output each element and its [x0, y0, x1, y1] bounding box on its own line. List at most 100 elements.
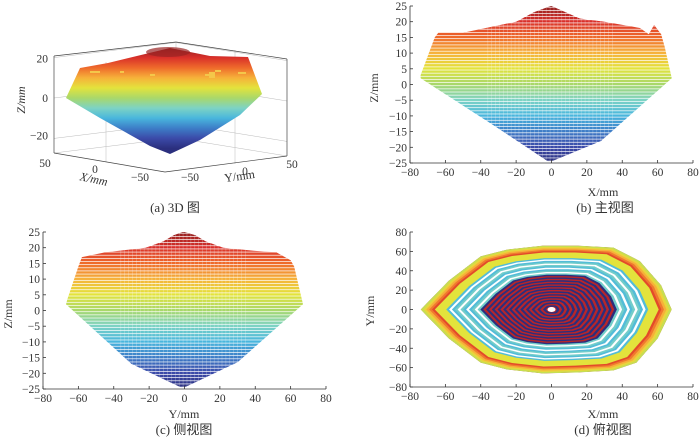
y-tick-label: 15 [29, 258, 41, 270]
point-row [65, 258, 304, 262]
y-axis-label: Z/mm [1, 299, 15, 329]
point-row [420, 10, 672, 14]
y-tick-label: 25 [29, 227, 41, 239]
point-row [420, 123, 672, 127]
point-row [420, 130, 672, 133]
point-row [420, 16, 672, 20]
point-row [65, 359, 304, 362]
point-row [65, 255, 304, 258]
point-row [420, 7, 672, 11]
point-row [420, 29, 672, 32]
point-row [65, 246, 304, 249]
point-row [65, 252, 304, 255]
back-gridline [53, 42, 177, 58]
axes: −80 −60 −40 −20 0 20 40 60 80 −25 −20 −15 −10 −5 0 5 10 1… [22, 227, 332, 405]
point-row [420, 82, 672, 86]
panel-c-side-view: −80 −60 −40 −20 0 20 40 60 80 −25 −20 −15 −10 −5 0 5 10 1… [1, 227, 332, 421]
y-tick-label: 20 [396, 17, 408, 29]
x-axis-label: Y/mm [169, 407, 200, 421]
surface-speckle [215, 70, 221, 72]
point-row [65, 321, 304, 324]
panel-a-3d-plot: 20 0 −20 50 0 −50 −50 0 50 Z/mm X/mm Y/mm [14, 41, 298, 189]
y-tick-label: 0 [34, 306, 40, 318]
x-tick-label: −40 [472, 167, 490, 179]
x-tick-label: 0 [182, 393, 188, 405]
center-point [547, 307, 556, 312]
x-axis-label: X/mm [588, 185, 619, 199]
point-row [420, 86, 672, 89]
point-row [65, 362, 304, 365]
point-row [65, 249, 304, 252]
point-row [420, 98, 672, 102]
x-tick-label: 50 [39, 158, 51, 170]
point-row [420, 104, 672, 108]
caption-b: (b) 主视图 [576, 200, 634, 215]
point-row [65, 337, 304, 340]
point-row [65, 274, 304, 277]
point-row [65, 312, 304, 315]
point-row [65, 384, 304, 387]
point-row [420, 111, 672, 114]
y-tick-label: −50 [181, 172, 199, 184]
point-row [420, 20, 672, 23]
x-tick-label: −20 [140, 393, 158, 405]
point-row [65, 268, 304, 271]
point-row [65, 327, 304, 331]
point-row [65, 271, 304, 274]
point-row [65, 308, 304, 312]
y-tick-label: −60 [389, 363, 407, 375]
y-axis-label: Z/mm [367, 73, 381, 103]
caption-a: (a) 3D 图 [150, 200, 200, 215]
panel-d-top-view: −80 −60 −40 −20 0 20 40 60 80 −80 −60 −40 −20 0 20 40 60… [363, 227, 699, 421]
x-tick-label: −20 [507, 391, 525, 403]
y-tick-label: −5 [28, 321, 40, 333]
point-row [65, 374, 304, 378]
point-row [420, 67, 672, 70]
caption-c: (c) 侧视图 [155, 422, 213, 437]
y-tick-label: 20 [29, 243, 41, 255]
y-tick-label: 40 [396, 266, 408, 278]
y-tick-label: 0 [242, 166, 248, 178]
x-tick-label: 80 [320, 393, 332, 405]
surface-speckle [150, 74, 155, 76]
point-row [420, 60, 672, 64]
x-tick-label: 20 [214, 393, 226, 405]
y-tick-label: −15 [389, 127, 407, 139]
x-tick-label: 20 [581, 391, 593, 403]
point-row [420, 142, 672, 146]
point-row [65, 356, 304, 359]
caption-d: (d) 俯视图 [574, 422, 632, 437]
axis-edge [53, 41, 177, 57]
y-tick-label: 5 [34, 290, 40, 302]
point-row [65, 232, 304, 233]
point-row [420, 23, 672, 26]
y-axis-label: Y/mm [363, 295, 377, 326]
point-row [420, 155, 672, 158]
point-row [420, 120, 672, 124]
point-row [420, 38, 672, 42]
x-tick-label: 80 [687, 167, 699, 179]
point-row [65, 343, 304, 346]
point-row [420, 108, 672, 111]
point-cloud [65, 232, 304, 388]
point-row [65, 233, 304, 237]
point-row [420, 79, 672, 83]
surface-speckle [120, 71, 124, 73]
x-tick-label: −20 [507, 167, 525, 179]
x-tick-label: 60 [652, 167, 664, 179]
point-row [420, 54, 672, 58]
point-row [420, 6, 672, 7]
point-row [65, 242, 304, 246]
point-row [65, 371, 304, 375]
point-row [65, 296, 304, 299]
y-tick-label: 80 [396, 227, 408, 239]
y-tick-label: 10 [396, 48, 408, 60]
y-tick-label: 10 [29, 274, 41, 286]
point-row [65, 277, 304, 280]
y-tick-label: 25 [396, 1, 408, 13]
x-tick-label: 0 [549, 167, 555, 179]
point-row [65, 349, 304, 353]
y-tick-label: 0 [401, 80, 407, 92]
point-row [65, 368, 304, 372]
surface-speckle [209, 72, 215, 78]
